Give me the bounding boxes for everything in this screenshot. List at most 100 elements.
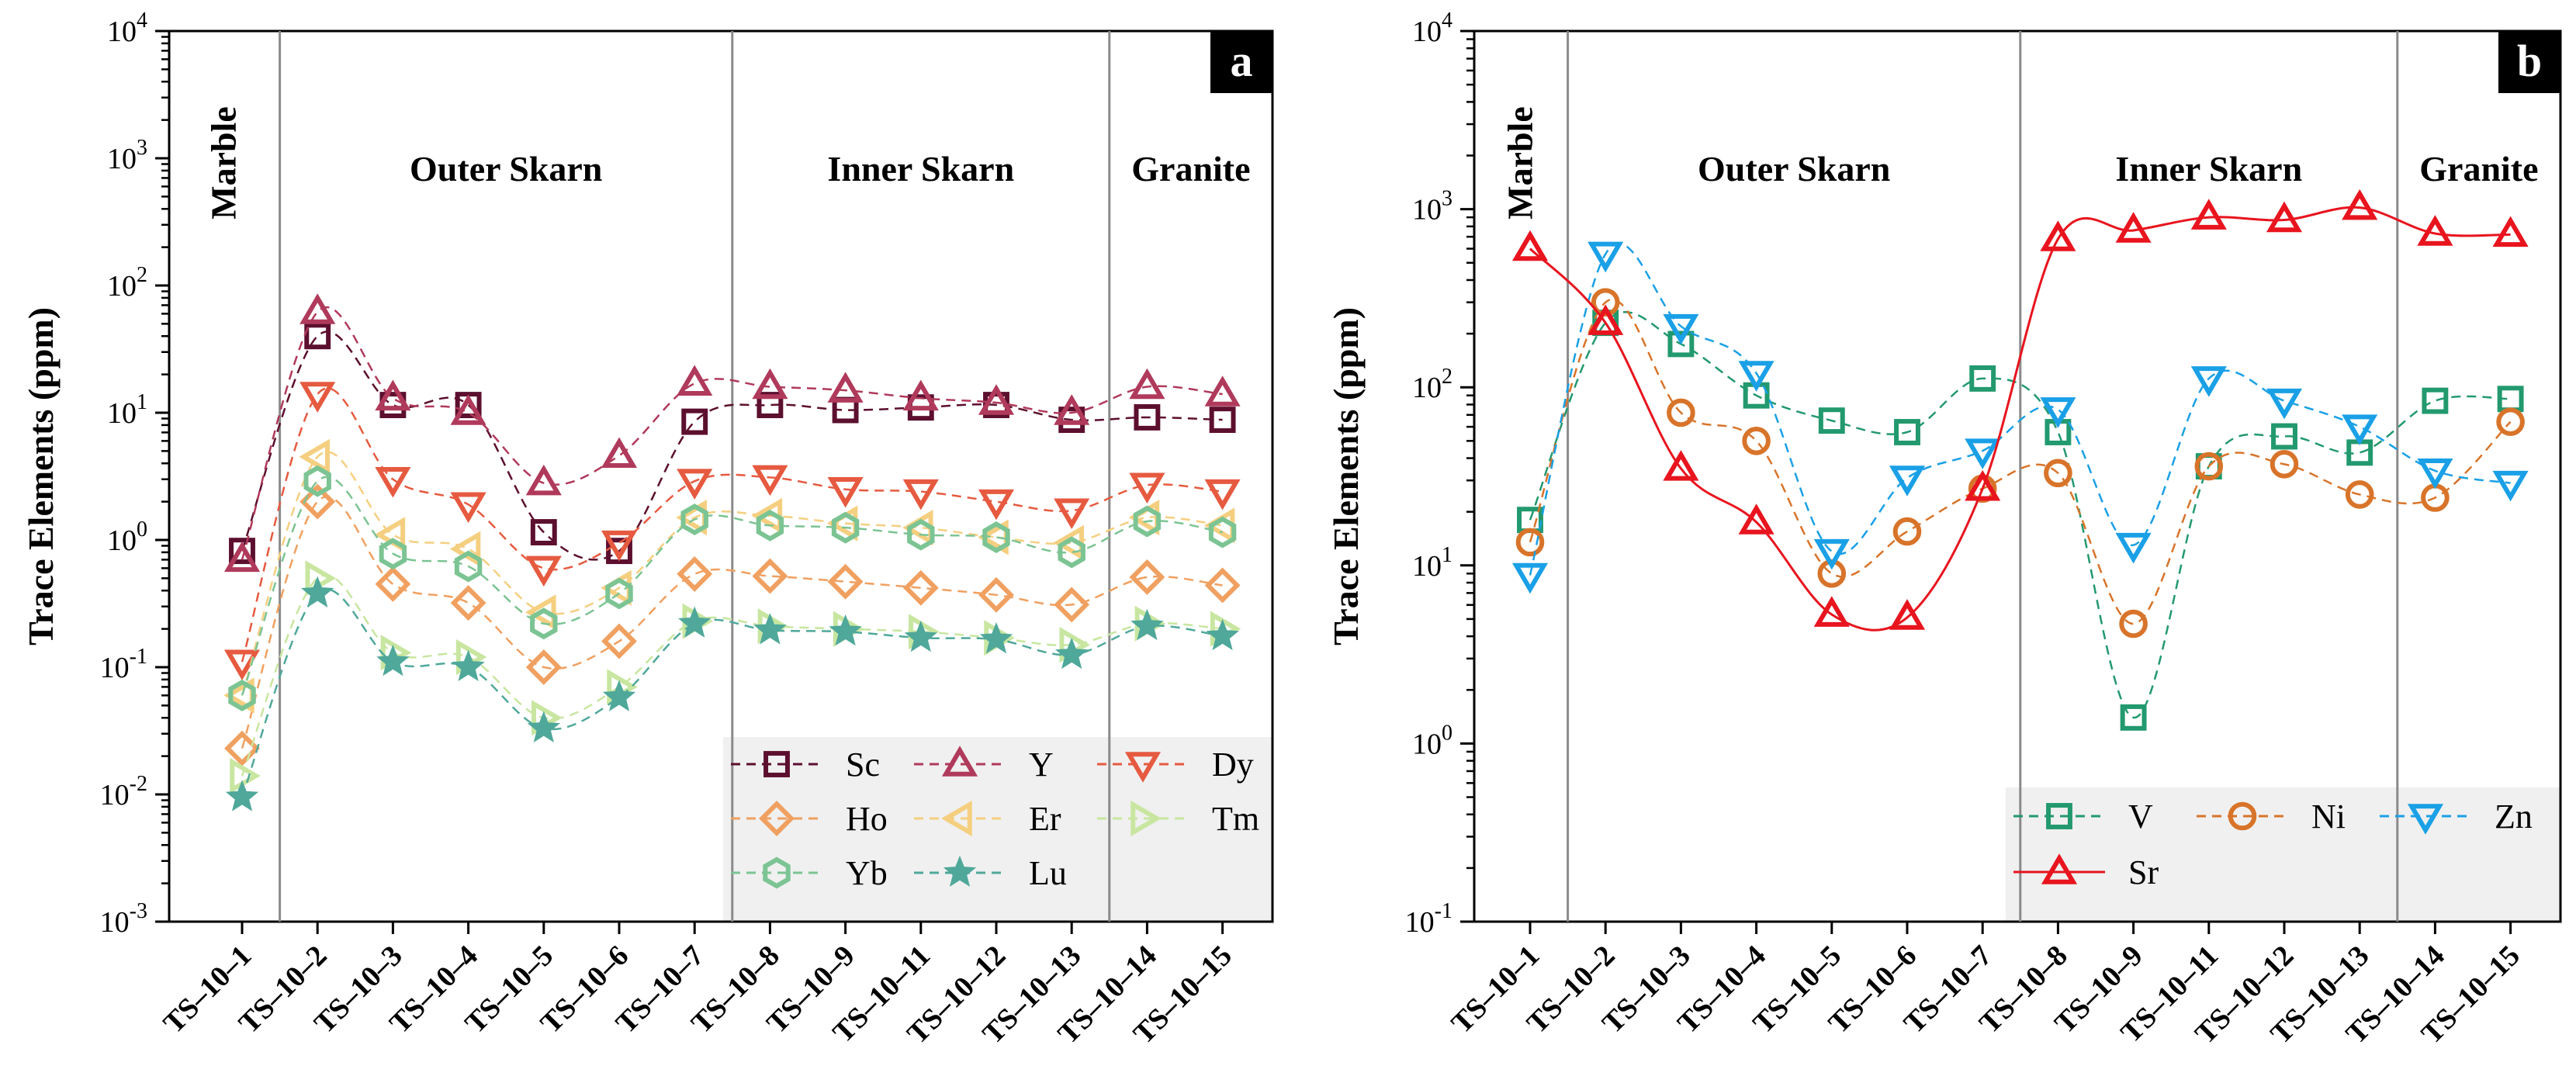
legend-marker — [941, 800, 972, 837]
legend-label: Y — [1029, 746, 1054, 784]
legend-item-sr: Sr — [2013, 853, 2159, 891]
data-point — [680, 503, 708, 535]
data-point — [1892, 517, 1922, 546]
data-point — [1813, 596, 1850, 627]
data-point — [525, 649, 562, 685]
data-point — [2044, 458, 2072, 488]
plot-frame — [1473, 29, 2562, 923]
data-point — [1133, 505, 1162, 538]
data-point — [681, 408, 708, 435]
data-point — [2417, 215, 2453, 246]
y-tick-base: 10 — [107, 397, 137, 430]
data-point — [827, 563, 864, 600]
data-point — [601, 530, 638, 562]
legend-label: Lu — [1029, 854, 1067, 892]
data-point — [299, 438, 330, 475]
legend-label: Tm — [1212, 800, 1259, 838]
series-sr — [1511, 189, 2529, 632]
data-point — [904, 620, 937, 652]
plot-frame — [168, 29, 1274, 923]
data-point — [752, 368, 788, 400]
data-point — [1129, 472, 1165, 504]
data-point — [1204, 375, 1241, 407]
legend-label: Ho — [846, 800, 888, 838]
legend-label: Sc — [846, 746, 880, 784]
data-point — [978, 489, 1015, 521]
y-tick-exponent: 2 — [1442, 365, 1452, 389]
y-tick-label: 100 — [1412, 721, 1452, 760]
y-tick-label: 10-3 — [100, 899, 147, 939]
panel-label: a — [1231, 36, 1253, 86]
data-point — [1587, 304, 1624, 335]
legend-label: Er — [1029, 800, 1061, 838]
y-tick-base: 10 — [1412, 372, 1442, 404]
data-point — [455, 392, 482, 418]
legend-marker — [2046, 803, 2072, 829]
y-tick-label: 10-1 — [100, 645, 147, 684]
series-yb — [228, 465, 1237, 711]
legend-marker — [763, 856, 791, 889]
legend-item-tm: Tm — [1097, 800, 1259, 838]
data-point — [1663, 313, 1699, 345]
legend-item-v: V — [2013, 798, 2153, 836]
data-point — [304, 323, 331, 350]
series-zn — [1511, 241, 2529, 594]
series-ho — [224, 483, 1241, 766]
series-line — [241, 306, 1223, 560]
data-point — [527, 711, 560, 742]
data-point — [2115, 532, 2152, 564]
data-point — [303, 465, 331, 497]
y-tick-base: 10 — [107, 16, 137, 48]
data-point — [375, 379, 411, 411]
data-point — [1511, 562, 1549, 594]
data-point — [1587, 241, 1624, 273]
data-point — [605, 577, 633, 610]
panel-label: b — [2517, 36, 2542, 86]
legend-item-zn: Zn — [2380, 798, 2533, 836]
data-point — [450, 394, 486, 425]
series-line — [241, 387, 1223, 663]
data-point — [601, 437, 638, 469]
data-point — [525, 555, 562, 587]
data-point — [1054, 498, 1090, 530]
data-point — [1204, 479, 1241, 510]
y-tick-exponent: 3 — [137, 136, 147, 160]
legend-marker — [2228, 801, 2257, 831]
data-point — [902, 479, 939, 510]
y-tick-base: 10 — [1412, 728, 1442, 760]
data-point — [223, 541, 261, 573]
y-tick-label: 101 — [107, 390, 147, 430]
legend-label: V — [2128, 798, 2153, 836]
legend-item-lu: Lu — [914, 854, 1067, 892]
data-point — [829, 614, 862, 646]
data-point — [2342, 189, 2378, 220]
y-tick-label: 103 — [107, 136, 147, 175]
legend-marker — [2407, 804, 2444, 835]
legend-item-yb: Yb — [731, 854, 888, 892]
zone-label: Marble — [1500, 106, 1539, 220]
legend-label: Ni — [2311, 798, 2346, 836]
data-point — [2120, 704, 2147, 731]
zone-label: Granite — [1131, 149, 1250, 189]
data-point — [1591, 288, 1620, 317]
data-point — [2492, 216, 2529, 247]
y-tick-exponent: 3 — [1442, 187, 1452, 211]
y-tick-exponent: 1 — [1442, 543, 1452, 567]
y-tick-base: 10 — [1412, 550, 1442, 583]
legend-marker — [1130, 800, 1162, 837]
data-point — [2040, 397, 2076, 428]
data-point — [299, 382, 336, 413]
series-lu — [225, 576, 1239, 811]
data-point — [228, 679, 256, 711]
series-dy — [223, 382, 1241, 681]
data-point — [1667, 330, 1695, 358]
data-point — [1667, 398, 1695, 427]
legend-marker — [943, 855, 977, 888]
data-point — [1738, 361, 1774, 392]
legend-label: Dy — [1212, 746, 1254, 784]
data-point — [450, 585, 486, 621]
data-point — [1515, 528, 1545, 557]
data-point — [1129, 559, 1165, 595]
